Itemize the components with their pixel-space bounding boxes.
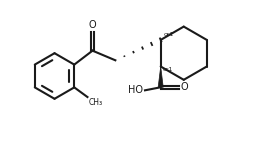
- Text: CH₃: CH₃: [89, 98, 103, 107]
- Text: O: O: [89, 20, 96, 30]
- Text: O: O: [181, 82, 189, 92]
- Polygon shape: [158, 67, 163, 87]
- Text: or1: or1: [163, 67, 173, 72]
- Text: HO: HO: [129, 85, 143, 95]
- Text: or1: or1: [163, 32, 174, 37]
